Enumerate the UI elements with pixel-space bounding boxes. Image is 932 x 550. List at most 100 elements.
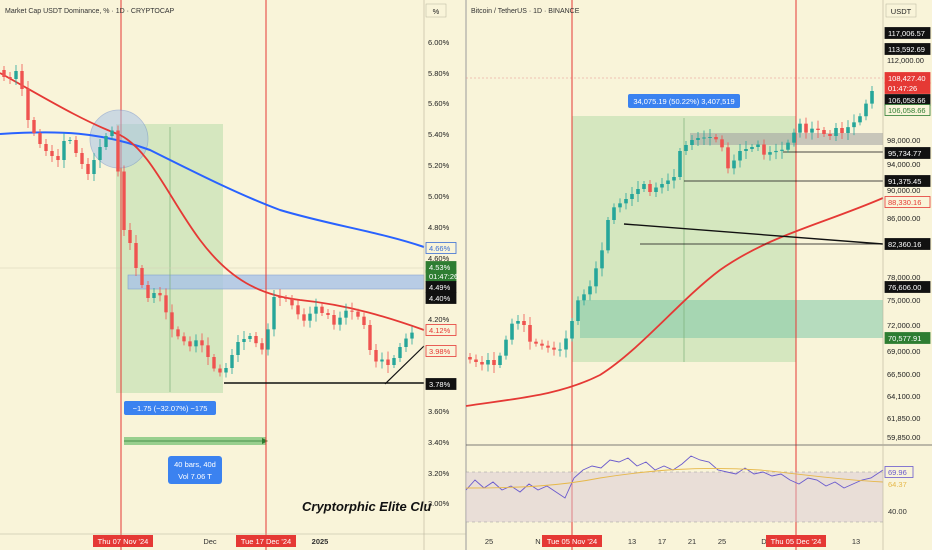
candle-body	[600, 250, 604, 269]
candle-body	[308, 313, 312, 321]
candle-body	[510, 323, 514, 340]
left-y-tick: 5.20%	[428, 161, 450, 170]
right-price-tag: 76,606.00	[888, 283, 921, 292]
right-price-tag-box	[884, 238, 931, 250]
candle-body	[618, 203, 622, 208]
left-unit-box[interactable]	[425, 3, 447, 18]
candle-body	[690, 140, 694, 145]
candle-body	[110, 130, 114, 136]
candle-body	[504, 339, 508, 356]
candle-body	[320, 306, 324, 313]
right-x-label: D	[761, 537, 767, 546]
right-panel[interactable]: 34,075.19 (50.22%) 3,407,519 Bitcoin / T…	[465, 0, 932, 550]
candle-body	[362, 316, 366, 325]
right-x-label: 17	[658, 537, 666, 546]
candle-body	[254, 336, 258, 344]
left-y-tick: 5.80%	[428, 69, 450, 78]
candle-body	[666, 180, 670, 184]
candle-body	[194, 340, 198, 347]
left-price-tag-box	[425, 324, 457, 336]
candle-body	[738, 151, 742, 161]
candle-body	[386, 359, 390, 365]
candle-body	[134, 243, 138, 268]
candle-body	[20, 71, 24, 89]
candle-body	[606, 220, 610, 251]
left-price-tag: 4.40%	[429, 294, 451, 303]
candle-body	[44, 144, 48, 151]
candle-body	[122, 171, 126, 230]
candle-body	[624, 199, 628, 204]
right-x-marker-box	[766, 535, 826, 547]
right-price-tag-box	[884, 147, 931, 159]
candle-body	[392, 358, 396, 365]
right-title: Bitcoin / TetherUS · 1D · BINANCE	[471, 8, 580, 15]
candle-body	[404, 338, 408, 347]
left-y-tick: 3.40%	[428, 438, 450, 447]
right-price-tag: 106,058.66	[888, 106, 926, 115]
candle-body	[98, 147, 102, 160]
candle-body	[768, 152, 772, 155]
btc-ma-red	[465, 197, 884, 407]
candle-body	[356, 311, 360, 317]
candle-body	[62, 141, 66, 160]
left-panel[interactable]: −1.75 (−32.07%) −175 40 bars, 40d Vol 7.…	[0, 0, 466, 550]
right-unit-label: USDT	[891, 7, 912, 16]
rsi-tag-box	[884, 466, 914, 478]
candle-body	[74, 140, 78, 153]
candle-body	[612, 207, 616, 220]
left-x-marker-box	[236, 535, 296, 547]
candle-body	[218, 368, 222, 373]
candle-body	[786, 142, 790, 150]
candle-body	[774, 150, 778, 153]
right-price-tag: 95,734.77	[888, 149, 921, 158]
right-price-tag-box	[884, 43, 931, 55]
candle-body	[200, 340, 204, 346]
candle-body	[732, 160, 736, 169]
left-price-tag: 3.98%	[429, 347, 451, 356]
right-y-tick: 64,100.00	[887, 392, 920, 401]
candle-body	[582, 294, 586, 301]
candle-body	[206, 345, 210, 357]
candle-body	[350, 310, 354, 312]
candle-body	[8, 77, 12, 79]
left-y-tick: 3.60%	[428, 407, 450, 416]
candle-body	[164, 295, 168, 313]
candle-body	[146, 285, 150, 298]
candle-body	[834, 128, 838, 136]
candle-body	[804, 123, 808, 133]
candle-body	[68, 140, 72, 141]
left-price-tag-box	[425, 292, 457, 304]
right-x-label: 21	[688, 537, 696, 546]
candle-body	[86, 164, 90, 174]
right-unit-box[interactable]	[885, 3, 917, 18]
candle-body	[792, 132, 796, 143]
candle-body	[642, 184, 646, 189]
right-price-tag: 106,058.66	[888, 96, 926, 105]
right-y-ticks: 112,000.00 98,000.00 94,000.00 90,000.00 86,…	[887, 56, 924, 442]
candle-body	[810, 128, 814, 133]
right-y-tick: 66,500.00	[887, 370, 920, 379]
candle-body	[540, 343, 544, 346]
right-x-label: 13	[628, 537, 636, 546]
right-price-tag-box	[884, 27, 931, 39]
candle-body	[32, 120, 36, 133]
right-y-tick: 98,000.00	[887, 136, 920, 145]
candle-body	[654, 187, 658, 192]
candle-body	[152, 293, 156, 298]
right-y-tick: 112,000.00	[887, 56, 924, 65]
candle-body	[840, 128, 844, 133]
right-price-tag-box	[884, 104, 931, 116]
rsi-band	[466, 472, 883, 522]
rsi-tick: 40.00	[888, 507, 907, 516]
candle-body	[558, 349, 562, 351]
candle-body	[528, 325, 532, 342]
candle-body	[468, 357, 472, 360]
candle-body	[212, 357, 216, 369]
candle-body	[410, 332, 414, 339]
left-y-ticks: 6.00% 5.80% 5.60% 5.40% 5.20% 5.00% 4.80% 4.60%…	[428, 38, 450, 508]
right-price-tag-box	[884, 175, 931, 187]
left-y-tick: 5.60%	[428, 99, 450, 108]
candle-body	[374, 350, 378, 362]
